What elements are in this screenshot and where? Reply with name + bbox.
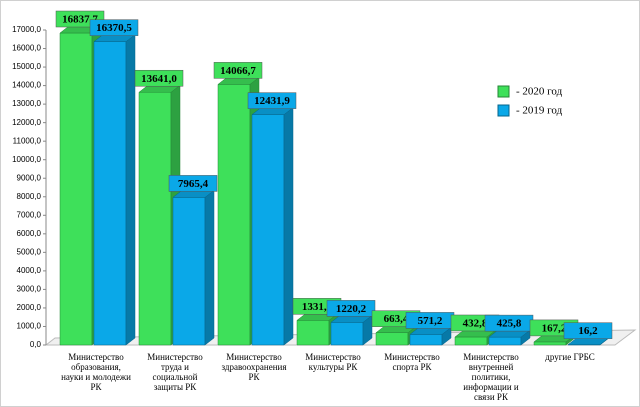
value-label: 663,4 [384,313,409,325]
x-tick-label: Министерство [226,352,282,362]
legend-swatch [497,104,510,117]
bar-face [138,91,172,346]
y-tick-label: 14000,0 [12,81,41,90]
bar-face [172,197,206,346]
value-label-box [213,62,263,79]
value-label-box [89,19,139,36]
value-label-box [247,92,297,109]
y-tick-label: 12000,0 [12,118,41,127]
value-label-box [563,322,613,339]
legend-swatch [497,85,510,98]
bar [172,189,215,346]
y-tick-label: 0,0 [30,340,42,349]
y-tick-label: 5000,0 [17,247,42,256]
bar-face [375,332,409,346]
y-tick-label: 13000,0 [12,99,41,108]
value-label-box [168,175,218,192]
x-tick-label: другие ГРБС [545,352,595,362]
bar-face [217,84,251,346]
bar-face [296,320,330,346]
value-label: 432,8 [463,318,488,330]
value-label: 13641,0 [141,73,177,85]
x-tick-label: Министерство [68,352,124,362]
value-label: 16,2 [578,325,598,337]
bar [409,326,452,346]
x-tick-label: социальной [153,372,198,382]
bar-face [533,341,567,346]
y-tick-label: 1000,0 [17,322,42,331]
bar-face [454,336,488,346]
value-label: 16837,7 [62,14,98,26]
y-tick-label: 7000,0 [17,210,42,219]
value-label: 167,2 [542,322,567,334]
x-tick-label: Министерство [147,352,203,362]
x-tick-label: Министерство [463,352,519,362]
x-tick-label: науки и молодежи [61,372,131,382]
x-tick-label: РК [248,372,260,382]
bar-face [283,107,294,346]
bar-face [204,189,215,346]
bar-face [251,114,285,346]
y-tick-label: 3000,0 [17,285,42,294]
x-tick-label: внутренней [469,362,514,372]
bar [488,329,531,346]
bar-face [409,334,443,346]
legend-label: - 2019 год [516,105,563,117]
bar-face [330,322,364,346]
value-label: 16370,5 [96,22,132,34]
value-label: 1331,3 [302,301,333,313]
bar [93,34,136,346]
x-tick-label: связи РК [474,392,509,402]
y-tick-label: 4000,0 [17,266,42,275]
value-label-box [134,69,184,87]
x-tick-label: труда и [161,362,189,372]
x-tick-label: информации и [463,382,519,392]
value-label: 7965,4 [178,178,209,190]
y-tick-label: 11000,0 [13,136,42,145]
bar-face [59,32,93,346]
x-tick-label: политики, [472,372,511,382]
y-tick-label: 2000,0 [17,303,42,312]
x-tick-label: Министерство [305,352,361,362]
value-label: 14066,7 [220,65,256,77]
x-tick-label: РК [90,382,102,392]
x-tick-label: культуры РК [309,362,359,372]
y-tick-label: 6000,0 [17,229,42,238]
bar-face [488,336,522,346]
legend-label: - 2020 год [516,86,563,98]
y-tick-label: 16000,0 [12,44,41,53]
value-label: 425,8 [497,318,522,330]
value-label-box [326,300,376,317]
y-tick-label: 10000,0 [12,155,41,164]
x-tick-label: Министерство [384,352,440,362]
bar [330,314,373,346]
value-label: 571,2 [418,315,443,327]
x-tick-label: защиты РК [154,382,198,392]
bar-face [125,34,136,346]
y-tick-label: 8000,0 [17,192,42,201]
y-tick-label: 17000,0 [12,25,41,34]
y-tick-label: 9000,0 [17,173,42,182]
value-label: 12431,9 [254,95,290,107]
value-label: 1220,2 [336,303,367,315]
x-tick-label: образования, [71,362,121,372]
bar [251,107,294,346]
y-tick-label: 15000,0 [12,62,41,71]
x-tick-label: здравоохранения [221,362,286,372]
bar-face [93,41,127,346]
x-tick-label: спорта РК [393,362,433,372]
